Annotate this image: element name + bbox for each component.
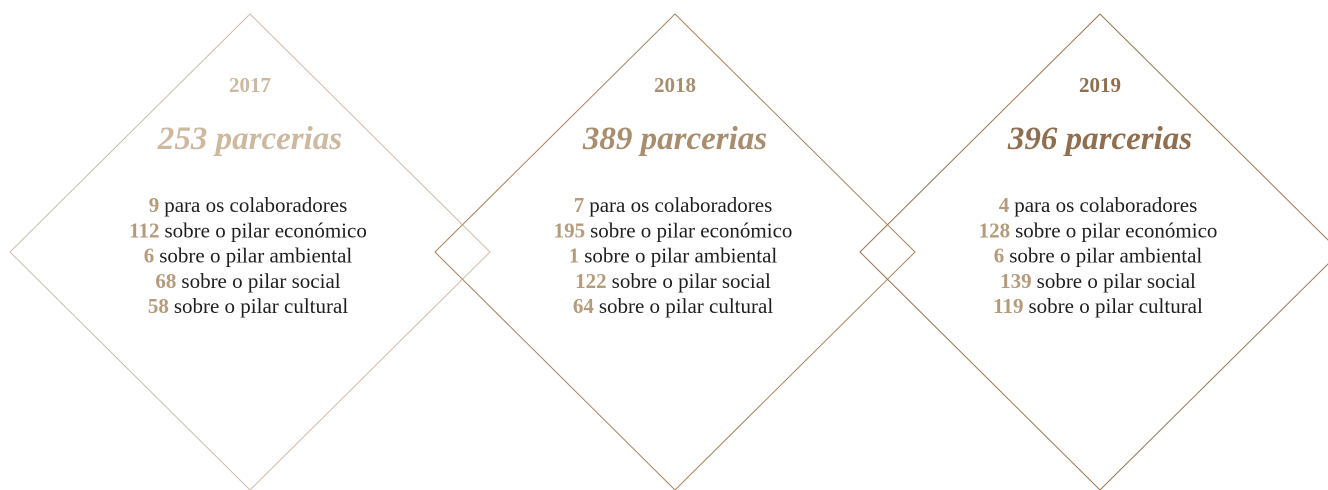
diamond: [9, 13, 491, 490]
item-line: 58 sobre o pilar cultural: [148, 294, 349, 318]
item-label: sobre o pilar económico: [590, 218, 792, 242]
item-label: sobre o pilar económico: [1015, 218, 1217, 242]
year-card: 2017 253 parcerias 9 para os colaboradores1…: [9, 13, 491, 490]
year: 2017: [229, 73, 271, 97]
item-label: para os colaboradores: [589, 193, 772, 217]
item-label: sobre o pilar ambiental: [1009, 244, 1202, 268]
item-line: 68 sobre o pilar social: [155, 269, 340, 293]
year: 2019: [1079, 73, 1121, 97]
item-value: 64: [573, 294, 595, 318]
item-value: 68: [155, 269, 176, 293]
year: 2018: [654, 73, 696, 97]
item-value: 7: [574, 193, 585, 217]
item-value: 4: [999, 193, 1010, 217]
item-label: sobre o pilar cultural: [599, 294, 774, 318]
item-line: 4 para os colaboradores: [999, 193, 1198, 217]
item-line: 128 sobre o pilar económico: [979, 218, 1218, 242]
item-label: sobre o pilar cultural: [1028, 294, 1203, 318]
item-label: sobre o pilar ambiental: [159, 244, 352, 268]
item-label: sobre o pilar ambiental: [584, 244, 777, 268]
total: 389 parcerias: [582, 121, 767, 157]
total: 253 parcerias: [157, 121, 342, 157]
item-label: sobre o pilar social: [1037, 269, 1196, 293]
item-line: 9 para os colaboradores: [149, 193, 348, 217]
item-value: 6: [144, 244, 155, 268]
diamond: [434, 13, 916, 490]
item-value: 112: [129, 218, 159, 242]
item-line: 195 sobre o pilar económico: [554, 218, 793, 242]
item-value: 6: [994, 244, 1005, 268]
item-line: 64 sobre o pilar cultural: [573, 294, 774, 318]
total: 396 parcerias: [1007, 121, 1192, 157]
item-label: sobre o pilar cultural: [174, 294, 349, 318]
item-line: 112 sobre o pilar económico: [129, 218, 367, 242]
item-line: 6 sobre o pilar ambiental: [994, 244, 1203, 268]
item-label: para os colaboradores: [1014, 193, 1197, 217]
item-value: 119: [993, 294, 1023, 318]
item-value: 195: [554, 218, 586, 242]
item-value: 128: [979, 218, 1011, 242]
item-value: 1: [569, 244, 580, 268]
item-label: sobre o pilar social: [612, 269, 771, 293]
item-line: 119 sobre o pilar cultural: [993, 294, 1203, 318]
item-label: sobre o pilar económico: [164, 218, 366, 242]
item-line: 7 para os colaboradores: [574, 193, 773, 217]
item-value: 139: [1000, 269, 1032, 293]
item-value: 9: [149, 193, 160, 217]
item-line: 122 sobre o pilar social: [575, 269, 771, 293]
item-line: 1 sobre o pilar ambiental: [569, 244, 778, 268]
item-label: para os colaboradores: [164, 193, 347, 217]
item-value: 58: [148, 294, 169, 318]
item-line: 139 sobre o pilar social: [1000, 269, 1196, 293]
item-line: 6 sobre o pilar ambiental: [144, 244, 353, 268]
item-label: sobre o pilar social: [181, 269, 340, 293]
diamond: [859, 13, 1328, 490]
item-value: 122: [575, 269, 607, 293]
